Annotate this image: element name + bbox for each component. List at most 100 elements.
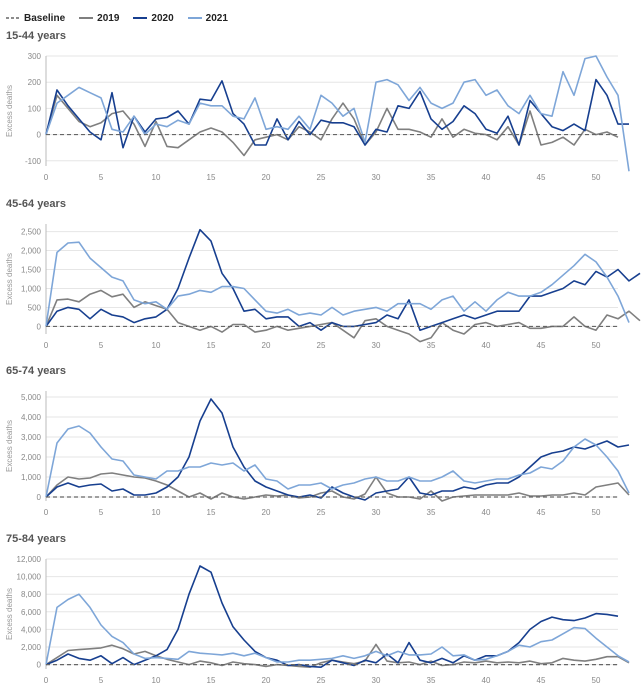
x-tick-label: 15 <box>207 173 216 182</box>
x-tick-label: 45 <box>537 676 546 685</box>
x-tick-label: 5 <box>99 676 104 685</box>
legend-item-2019[interactable]: 2019 <box>79 13 119 24</box>
y-tick-label: 300 <box>28 52 42 61</box>
y-tick-label: 0 <box>37 322 42 331</box>
y-tick-label: 200 <box>28 78 42 87</box>
x-tick-label: 30 <box>372 341 381 350</box>
y-tick-label: -100 <box>25 157 42 166</box>
legend-label-2020: 2020 <box>151 12 174 24</box>
series-line-2020 <box>45 78 629 149</box>
y-tick-label: 2,000 <box>21 643 42 652</box>
x-tick-label: 40 <box>482 508 491 517</box>
x-tick-label: 40 <box>482 341 491 350</box>
x-tick-label: 20 <box>262 508 271 517</box>
y-tick-label: 1,500 <box>21 266 42 275</box>
y-tick-label: 0 <box>37 493 42 502</box>
x-tick-label: 25 <box>317 341 326 350</box>
x-tick-label: 35 <box>427 676 436 685</box>
series-line-2019 <box>45 289 641 343</box>
y-tick-label: 2,500 <box>21 228 42 237</box>
legend-label-baseline: Baseline <box>24 12 66 24</box>
x-tick-label: 10 <box>152 173 161 182</box>
x-tick-label: 50 <box>592 676 601 685</box>
x-tick-label: 25 <box>317 173 326 182</box>
y-axis-title: Excess deaths <box>5 253 14 305</box>
series-line-2020 <box>45 565 619 668</box>
y-tick-label: 10,000 <box>17 573 42 582</box>
legend-label-2021: 2021 <box>205 12 228 24</box>
x-tick-label: 35 <box>427 341 436 350</box>
y-tick-label: 0 <box>37 131 42 140</box>
y-tick-label: 0 <box>37 661 42 670</box>
legend: Baseline 2019 2020 2021 <box>6 10 242 26</box>
x-tick-label: 50 <box>592 173 601 182</box>
panel-title-65-74: 65-74 years <box>6 365 66 377</box>
x-tick-label: 45 <box>537 341 546 350</box>
y-tick-label: 500 <box>28 303 42 312</box>
x-tick-label: 10 <box>152 676 161 685</box>
x-tick-label: 15 <box>207 341 216 350</box>
x-tick-label: 40 <box>482 173 491 182</box>
y-tick-label: 1,000 <box>21 473 42 482</box>
y-axis-title: Excess deaths <box>5 420 14 472</box>
panel-title-45-64: 45-64 years <box>6 198 66 210</box>
y-tick-label: 1,000 <box>21 284 42 293</box>
x-tick-label: 0 <box>44 341 49 350</box>
x-tick-label: 10 <box>152 341 161 350</box>
legend-label-2019: 2019 <box>97 12 120 24</box>
x-tick-label: 0 <box>44 508 49 517</box>
y-tick-label: 100 <box>28 104 42 113</box>
y-axis-title: Excess deaths <box>5 588 14 640</box>
y-tick-label: 4,000 <box>21 625 42 634</box>
legend-item-baseline[interactable]: Baseline <box>6 13 65 24</box>
series-line-2021 <box>45 241 630 327</box>
x-tick-label: 20 <box>262 341 271 350</box>
series-line-2020 <box>45 398 630 501</box>
chart-75-84: 0 2,000 4,000 6,000 8,000 10,000 12,000 0 5 10 15 2… <box>5 555 630 685</box>
chart-65-74: 0 1,000 2,000 3,000 4,000 5,000 0 5 10 15 20 25 30 35… <box>5 391 630 517</box>
y-tick-label: 2,000 <box>21 453 42 462</box>
series-line-2021 <box>45 55 630 172</box>
y-tick-label: 12,000 <box>17 555 42 564</box>
x-tick-label: 50 <box>592 508 601 517</box>
x-tick-label: 45 <box>537 508 546 517</box>
y-tick-label: 5,000 <box>21 393 42 402</box>
x-tick-label: 20 <box>262 676 271 685</box>
panel-title-15-44: 15-44 years <box>6 30 66 42</box>
x-tick-label: 35 <box>427 173 436 182</box>
y-tick-label: 4,000 <box>21 413 42 422</box>
x-tick-label: 30 <box>372 676 381 685</box>
legend-item-2021[interactable]: 2021 <box>187 12 228 24</box>
x-tick-label: 15 <box>207 676 216 685</box>
x-tick-label: 25 <box>317 508 326 517</box>
series-line-2021 <box>45 425 630 498</box>
x-tick-label: 10 <box>152 508 161 517</box>
x-tick-label: 0 <box>44 676 49 685</box>
y-tick-label: 2,000 <box>21 247 42 256</box>
x-tick-label: 30 <box>372 508 381 517</box>
x-tick-label: 35 <box>427 508 436 517</box>
y-axis-title: Excess deaths <box>5 85 14 137</box>
x-tick-label: 25 <box>317 676 326 685</box>
x-tick-label: 0 <box>44 173 49 182</box>
chart-45-64: 0 500 1,000 1,500 2,000 2,500 0 5 10 15 20 25 30 35 40… <box>5 224 641 350</box>
y-tick-label: 8,000 <box>21 590 42 599</box>
x-tick-label: 5 <box>99 173 104 182</box>
legend-swatch-2020 <box>133 17 148 19</box>
x-tick-label: 5 <box>99 508 104 517</box>
legend-swatch-baseline <box>6 17 20 19</box>
y-tick-label: 6,000 <box>21 608 42 617</box>
series-line-2021 <box>45 593 630 665</box>
series-line-2019 <box>45 94 619 157</box>
y-tick-label: 3,000 <box>21 433 42 442</box>
x-tick-label: 20 <box>262 173 271 182</box>
x-tick-label: 50 <box>592 341 601 350</box>
x-tick-label: 30 <box>372 173 381 182</box>
x-tick-label: 5 <box>99 341 104 350</box>
x-tick-label: 45 <box>537 173 546 182</box>
series-line-2019 <box>45 472 630 502</box>
panel-title-75-84: 75-84 years <box>6 533 66 545</box>
legend-item-2020[interactable]: 2020 <box>133 12 174 24</box>
legend-swatch-2021 <box>187 17 202 19</box>
